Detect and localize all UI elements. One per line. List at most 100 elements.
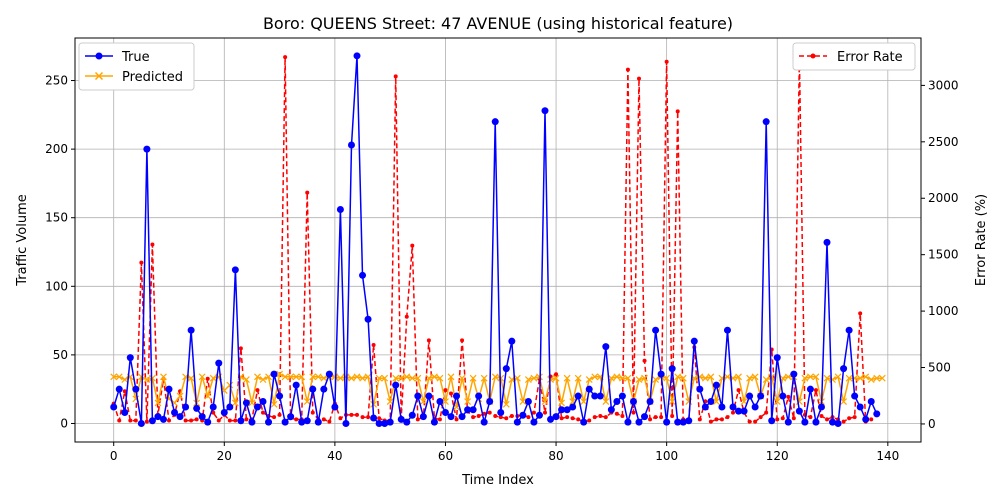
error-rate-point [150,242,155,247]
error-rate-point [631,410,636,415]
y-tick-label: 100 [45,279,68,293]
predicted-point [768,373,776,381]
predicted-point [154,399,162,407]
legend-true-label: True [121,50,150,65]
error-rate-point [786,394,791,399]
predicted-point [574,374,582,382]
true-point [265,418,273,426]
predicted-point [784,373,792,381]
predicted-point [641,374,648,382]
true-point [613,398,621,406]
y-tick-label: 200 [45,142,68,156]
true-point [242,399,250,407]
legend-right-box [792,42,916,71]
legend-error-label: Error Rate [837,50,903,65]
true-point [723,326,731,334]
true-point [784,418,792,426]
error-rate-point [775,417,780,422]
y-tick-label: 150 [45,211,68,225]
error-rate-point [144,419,149,424]
true-point [690,337,698,345]
predicted-point [353,373,361,381]
predicted-point [276,370,284,378]
error-rate-point [576,417,581,422]
predicted-point [265,373,272,381]
error-rate-point [554,372,559,377]
true-point [204,418,212,426]
true-point [475,392,483,400]
error-rate-point [592,415,597,420]
error-rate-point [714,417,719,422]
predicted-point [187,374,195,382]
error-rate-point [504,416,509,421]
true-point [237,417,245,425]
y-axis-label: Traffic Volume [15,194,30,287]
true-point [596,392,604,400]
true-point [336,205,344,213]
predicted-point [148,374,156,382]
error-rate-point [764,410,769,415]
true-point [126,354,134,362]
error-rate-point [670,414,675,419]
predicted-point [541,398,549,405]
true-point [171,409,179,417]
predicted-point [419,398,427,405]
error-rate-point [272,415,277,420]
error-rate-point [415,417,420,422]
error-rate-point [731,410,735,415]
predicted-point [519,398,527,405]
error-rate-point [349,412,354,417]
error-rate-point [648,417,653,422]
plot-frame [74,37,922,443]
true-point [231,266,239,274]
x-tick-label: 20 [217,449,232,463]
x-tick-label: 40 [327,449,342,463]
true-point [602,343,610,351]
predicted-point [381,374,389,382]
true-point [469,406,477,414]
true-point [746,392,754,400]
true-point [331,403,339,411]
true-point [718,403,726,411]
predicted-point [458,374,466,382]
predicted-point [679,374,687,382]
predicted-point [464,398,472,405]
x-axis-label: Time Index [461,473,534,488]
predicted-point [563,374,571,382]
true-point [193,404,201,412]
predicted-point [209,374,217,382]
error-rate-point [244,417,249,422]
error-rate-point [531,410,536,415]
y2-tick-label: 0 [928,417,936,431]
error-rate-point [642,358,647,363]
error-rate-point [294,417,299,422]
x-tick-label: 140 [876,449,899,463]
predicted-point [762,376,770,384]
error-rate-point [570,416,575,421]
true-point [508,337,516,345]
true-point [873,410,881,418]
true-point [679,418,687,426]
error-rate-point [708,419,713,424]
error-rate-point [653,415,658,420]
predicted-point [585,376,593,384]
true-point [535,411,543,419]
true-point [823,238,831,246]
true-point [524,398,532,406]
true-point [674,418,682,426]
error-rate-point [543,410,547,415]
error-rate-point [487,410,492,415]
true-point [408,411,416,419]
predicted-point [292,373,300,381]
predicted-point [137,373,145,381]
true-point [685,417,693,425]
true-point [646,398,654,406]
predicted-point [414,374,422,382]
predicted-point [652,376,660,384]
true-point [320,385,328,393]
predicted-point [878,374,886,382]
true-point [403,418,411,426]
true-point [259,398,267,406]
legend-error-marker [810,53,816,59]
